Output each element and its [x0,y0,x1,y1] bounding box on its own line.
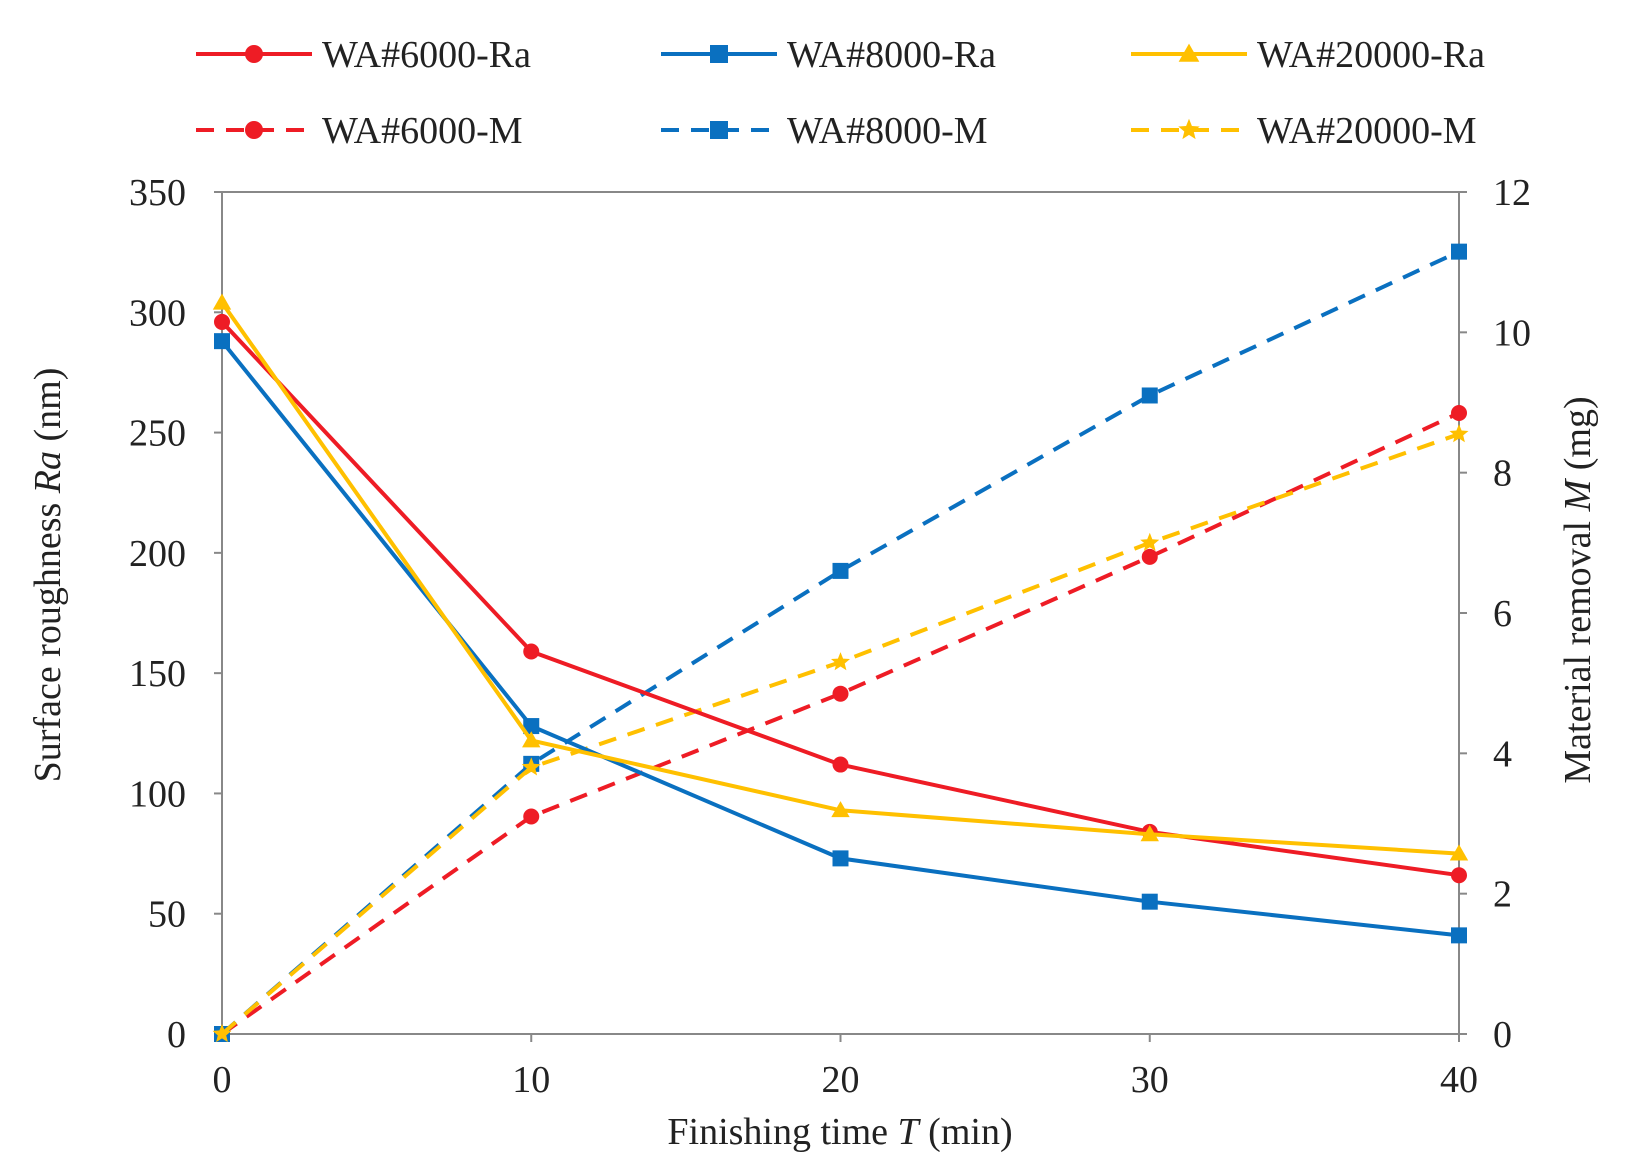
left-axis-title-suffix: (nm) [27,368,69,451]
data-point [522,731,541,748]
right-tick-label: 10 [1493,312,1531,354]
series-line [220,320,1460,878]
right-axis-title: Material removal M (mg) [1557,396,1599,783]
data-point [521,757,541,776]
left-tick-label: 200 [129,533,186,575]
legend-item: WA#20000-Ra [1131,34,1485,76]
data-point [832,685,849,702]
left-axis-title-prefix: Surface roughness [27,493,69,782]
data-point [214,333,230,350]
left-axis-title: Surface roughness Ra (nm) [27,368,69,783]
right-tick-label: 6 [1493,593,1512,635]
legend-label: WA#6000-Ra [322,34,531,76]
legend-item: WA#6000-Ra [196,34,531,76]
legend-item: WA#8000-Ra [661,34,996,76]
x-tick-label: 40 [1440,1059,1478,1101]
right-tick-label: 12 [1493,172,1531,214]
left-tick-label: 50 [148,894,186,936]
legend-item: WA#20000-M [1131,110,1477,152]
data-point [214,313,230,330]
legend-label: WA#8000-M [787,110,988,152]
data-point [832,756,849,773]
series-line [220,411,1460,1036]
data-point [1451,927,1467,944]
legend-label: WA#8000-Ra [787,34,996,76]
legend-marker [245,45,263,63]
data-point [523,718,540,735]
series-layer [212,243,1469,1043]
series-line [220,432,1460,1036]
left-tick-label: 150 [129,653,186,695]
x-axis-ticks: 0 10 20 30 40 [213,1034,1478,1101]
right-tick-label: 4 [1493,733,1512,775]
legend-item: WA#8000-M [661,110,988,152]
legend-label: WA#6000-M [322,110,523,152]
x-tick-label: 10 [512,1059,550,1101]
legend-marker [710,121,728,139]
x-axis-title-suffix: (min) [919,1111,1013,1153]
right-tick-label: 8 [1493,453,1512,495]
series-wa-6000-ra [214,313,1467,884]
data-point [832,562,849,579]
legend-label: WA#20000-Ra [1257,34,1485,76]
data-point [1140,532,1160,551]
data-point [831,652,850,671]
data-point [1449,424,1469,443]
data-point [212,293,232,310]
x-axis-title-prefix: Finishing time [667,1111,897,1153]
data-point [1141,548,1158,565]
series-line [220,339,1460,938]
data-point [1141,893,1158,910]
data-point [1140,825,1159,842]
left-axis-ticks: 0 50 100 150 200 250 300 350 [129,172,222,1056]
right-axis-ticks: 0 2 4 6 8 10 12 [1459,172,1531,1056]
data-point [1451,243,1467,260]
legend-marker [1178,118,1200,140]
legend-marker [1178,43,1200,62]
legend-item: WA#6000-M [196,110,523,152]
right-tick-label: 0 [1493,1014,1512,1056]
left-tick-label: 300 [129,292,186,334]
series-wa-20000-ra [212,293,1469,861]
legend-label: WA#20000-M [1257,110,1477,152]
x-axis-title: Finishing time T (min) [667,1111,1012,1153]
data-point [831,801,850,818]
right-axis-title-prefix: Material removal [1557,511,1599,783]
series-wa-8000-m [214,243,1467,1042]
plot-area [221,191,1460,1035]
left-axis-title-var: Ra [27,451,69,494]
data-point [1451,867,1467,884]
data-point [1449,844,1469,861]
legend: WA#6000-Ra WA#8000-Ra WA#20000-Ra WA#6000-M… [196,34,1485,152]
data-point [523,643,540,660]
series-wa-20000-m [212,424,1469,1043]
data-point [212,1024,232,1043]
data-point [832,850,849,867]
left-tick-label: 0 [167,1014,186,1056]
left-tick-label: 100 [129,773,186,815]
series-wa-6000-m [214,405,1467,1042]
data-point [523,808,540,825]
x-tick-label: 20 [822,1059,860,1101]
x-axis-title-var: T [898,1111,922,1153]
x-tick-label: 30 [1131,1059,1169,1101]
data-point [1141,387,1158,404]
right-axis-title-var: M [1557,477,1599,512]
left-tick-label: 250 [129,413,186,455]
data-point [1451,405,1467,422]
right-tick-label: 2 [1493,874,1512,916]
left-tick-label: 350 [129,172,186,214]
right-axis-title-suffix: (mg) [1557,396,1599,479]
x-tick-label: 0 [213,1059,232,1101]
legend-marker [245,121,263,139]
legend-marker [710,45,728,63]
